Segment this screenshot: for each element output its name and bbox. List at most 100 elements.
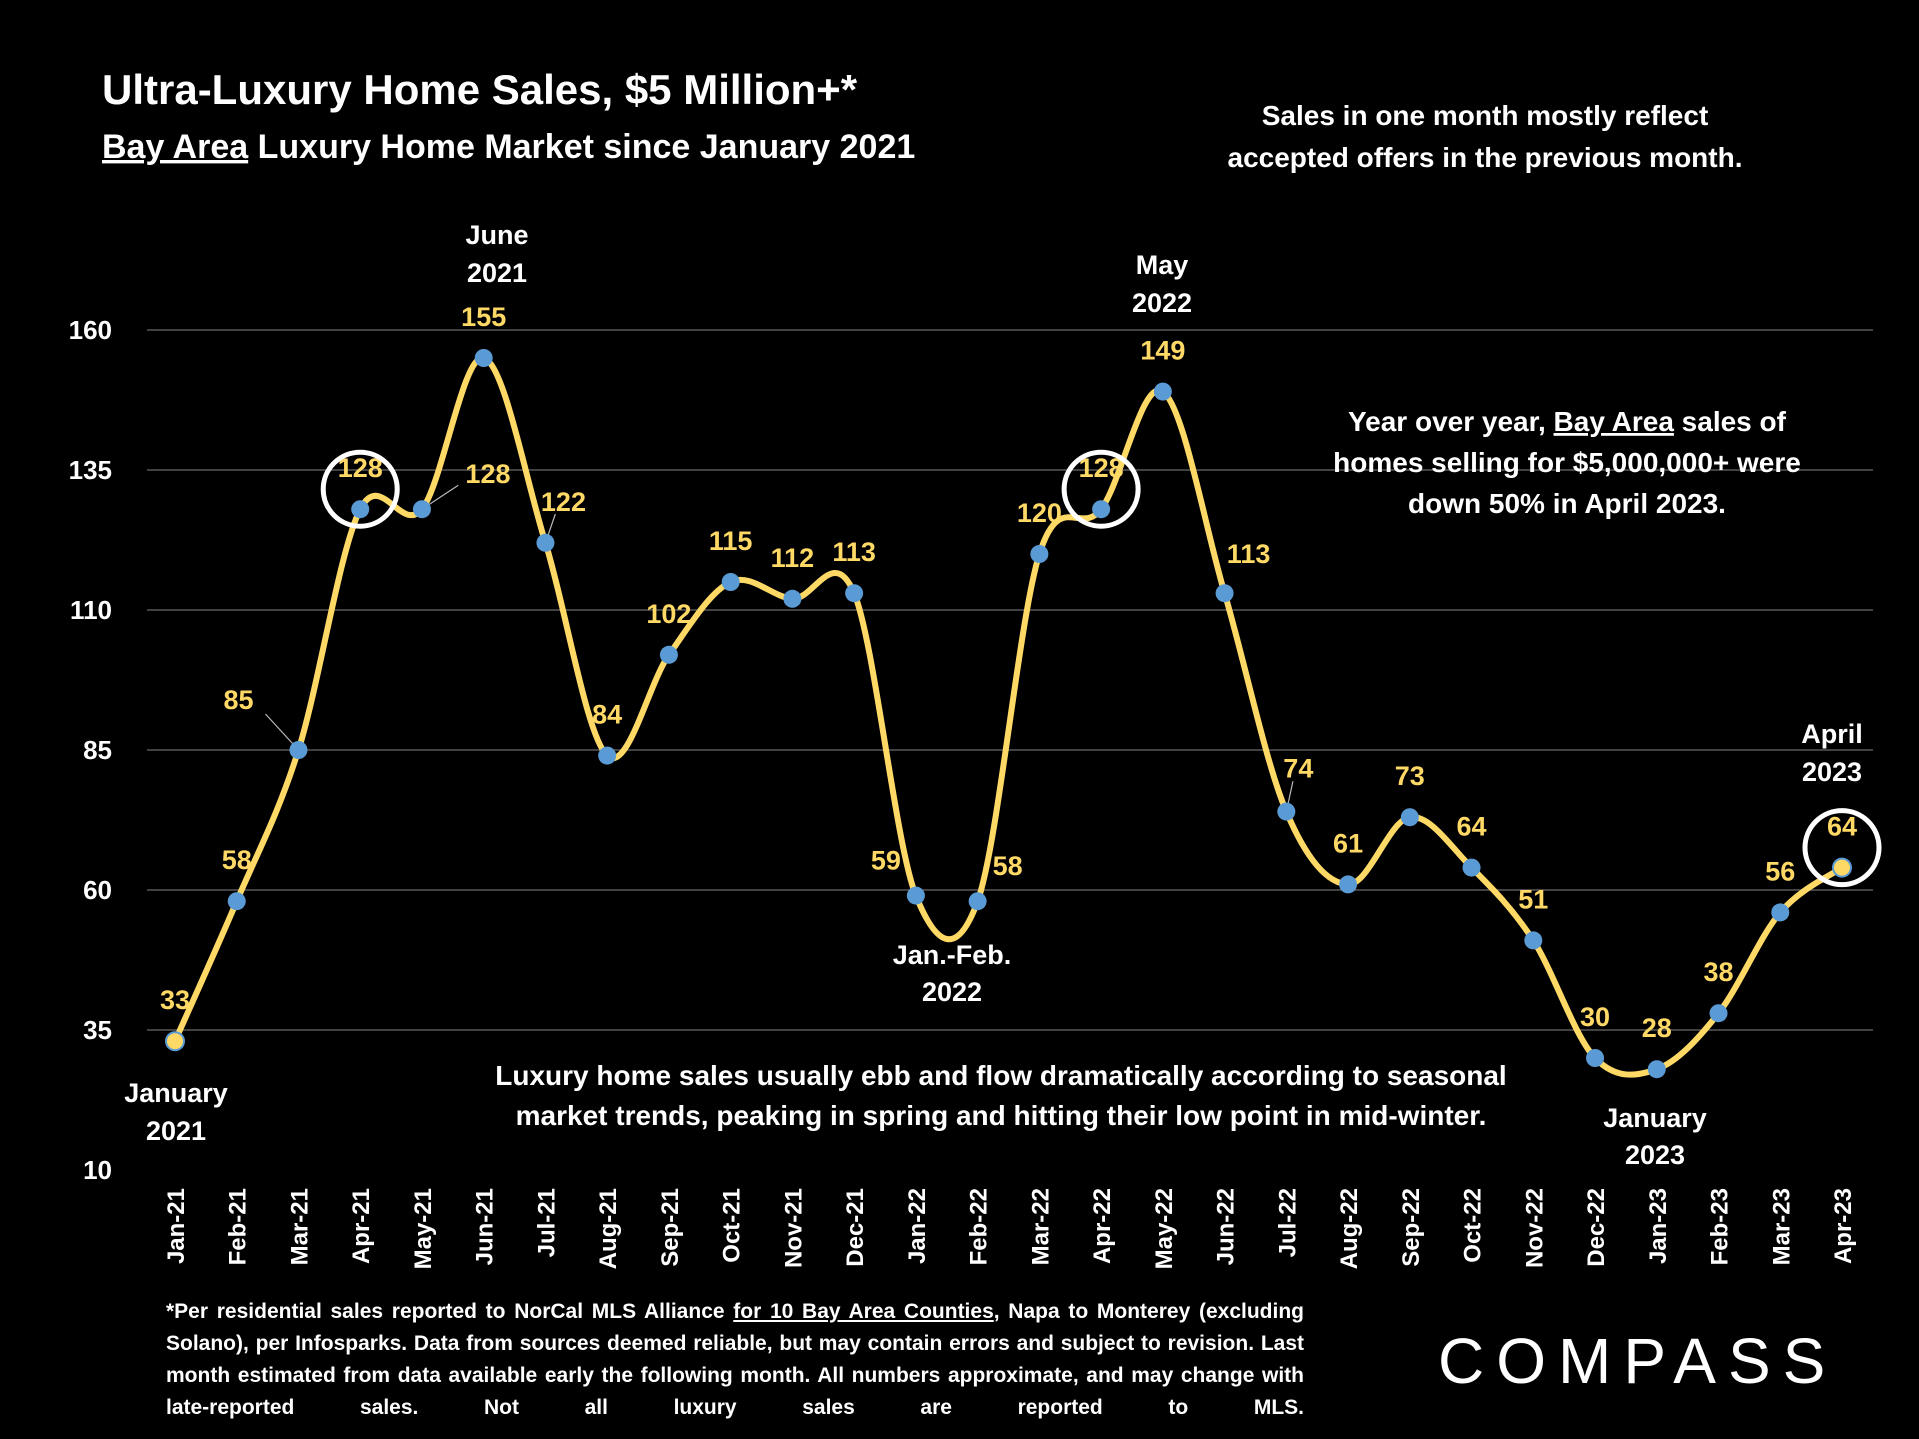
data-point [845, 584, 864, 603]
x-tick-label: Sep-22 [1398, 1188, 1425, 1267]
data-label: 115 [709, 526, 753, 556]
svg-text:2021: 2021 [467, 258, 527, 288]
svg-text:market trends, peaking in spri: market trends, peaking in spring and hit… [516, 1100, 1487, 1131]
data-point [412, 500, 431, 519]
data-label: 155 [461, 302, 506, 332]
data-label: 74 [1283, 754, 1313, 784]
markers [165, 349, 1852, 1079]
annotation-jun2021: June 2021 [465, 220, 528, 288]
highlight-circles [320, 449, 1882, 888]
svg-text:accepted offers in the previou: accepted offers in the previous month. [1228, 142, 1743, 173]
data-label: 61 [1333, 828, 1363, 858]
data-point [1153, 382, 1172, 401]
svg-text:down 50% in April 2023.: down 50% in April 2023. [1408, 488, 1726, 519]
subtitle-bay-area: Bay Area [102, 128, 249, 166]
data-label: 64 [1457, 812, 1487, 842]
annotation-janfeb2022: Jan.-Feb. 2022 [893, 940, 1012, 1007]
chart-title: Ultra-Luxury Home Sales, $5 Million+* [102, 66, 858, 113]
svg-text:2023: 2023 [1802, 757, 1862, 787]
data-label: 51 [1518, 884, 1548, 914]
data-label: 84 [592, 700, 622, 730]
data-label: 59 [871, 846, 901, 876]
gridlines [147, 329, 1873, 1031]
annotation-jan2023: January 2023 [1603, 1103, 1707, 1170]
svg-text:2021: 2021 [146, 1116, 206, 1146]
data-label: 58 [993, 851, 1023, 881]
x-tick-label: Jan-22 [904, 1188, 931, 1264]
data-point [1339, 875, 1358, 894]
x-tick-label: Apr-21 [348, 1188, 375, 1264]
data-label: 128 [1079, 453, 1124, 483]
data-point [906, 886, 925, 905]
data-label: 73 [1395, 761, 1425, 791]
svg-text:2022: 2022 [922, 977, 982, 1007]
svg-text:April: April [1801, 719, 1863, 749]
svg-text:June: June [465, 220, 528, 250]
data-label: 33 [160, 985, 190, 1015]
data-label: 128 [338, 453, 383, 483]
x-tick-label: Mar-21 [286, 1188, 313, 1265]
svg-text:May: May [1136, 250, 1189, 280]
data-point [165, 1031, 185, 1052]
data-label: 85 [223, 685, 253, 715]
data-label: 149 [1140, 336, 1185, 366]
x-tick-label: Dec-22 [1583, 1188, 1610, 1267]
x-tick-label: Apr-22 [1089, 1188, 1116, 1264]
data-point [659, 645, 678, 664]
data-point [598, 746, 617, 765]
data-label: 122 [541, 487, 586, 517]
y-tick-label: 35 [83, 1015, 112, 1045]
note-yoy: Year over year, Bay Area sales of homes … [1333, 406, 1801, 519]
x-tick-label: Jun-22 [1213, 1188, 1240, 1265]
y-tick-label: 85 [83, 735, 112, 765]
x-tick-label: Jul-22 [1274, 1188, 1301, 1257]
note-bottom: Luxury home sales usually ebb and flow d… [495, 1060, 1506, 1131]
x-tick-label: Oct-21 [719, 1188, 746, 1263]
data-point [1092, 500, 1111, 519]
data-label: 38 [1703, 957, 1733, 987]
svg-text:January: January [124, 1078, 228, 1108]
data-point [536, 533, 555, 552]
data-label: 28 [1642, 1013, 1672, 1043]
x-tick-label: Mar-22 [1027, 1188, 1054, 1265]
x-tick-label: Jan-21 [163, 1188, 190, 1264]
annotation-apr2023: April 2023 [1801, 719, 1863, 787]
data-label: 128 [465, 459, 510, 489]
x-tick-label: Aug-22 [1336, 1188, 1363, 1269]
data-point [1462, 858, 1481, 877]
annotation-may2022: May 2022 [1132, 250, 1192, 318]
data-point [289, 741, 308, 759]
data-point [227, 892, 246, 911]
highlight-circle [320, 449, 400, 529]
data-label: 113 [1227, 539, 1271, 569]
svg-text:January: January [1603, 1103, 1707, 1133]
data-point [968, 892, 987, 911]
y-tick-label: 110 [70, 595, 112, 625]
compass-logo: COMPASS [1438, 1325, 1825, 1397]
x-tick-label: Mar-23 [1768, 1188, 1795, 1265]
data-label: 56 [1765, 856, 1795, 886]
data-point [351, 500, 370, 519]
svg-text:Luxury home sales usually ebb: Luxury home sales usually ebb and flow d… [495, 1060, 1506, 1091]
svg-text:Sales in one month mostly refl: Sales in one month mostly reflect [1262, 100, 1709, 131]
data-point [1771, 903, 1790, 922]
y-tick-label: 10 [83, 1155, 112, 1185]
leader-lines [265, 484, 1294, 812]
data-point [1277, 802, 1296, 821]
y-tick-label: 60 [83, 875, 112, 905]
data-point [1030, 545, 1049, 563]
y-tick-label: 135 [69, 455, 112, 485]
annotation-jan2021: January 2021 [124, 1078, 228, 1146]
x-tick-label: May-21 [410, 1188, 437, 1269]
data-point [1832, 857, 1852, 878]
note-top-right: Sales in one month mostly reflect accept… [1228, 100, 1743, 173]
svg-text:2022: 2022 [1132, 288, 1192, 318]
x-tick-label: Nov-21 [780, 1188, 807, 1268]
x-tick-label: Nov-22 [1521, 1188, 1548, 1268]
data-point [1647, 1060, 1666, 1079]
data-label: 30 [1580, 1002, 1610, 1032]
data-label: 64 [1827, 812, 1857, 842]
data-label: 112 [771, 543, 815, 573]
data-label: 120 [1017, 498, 1062, 528]
